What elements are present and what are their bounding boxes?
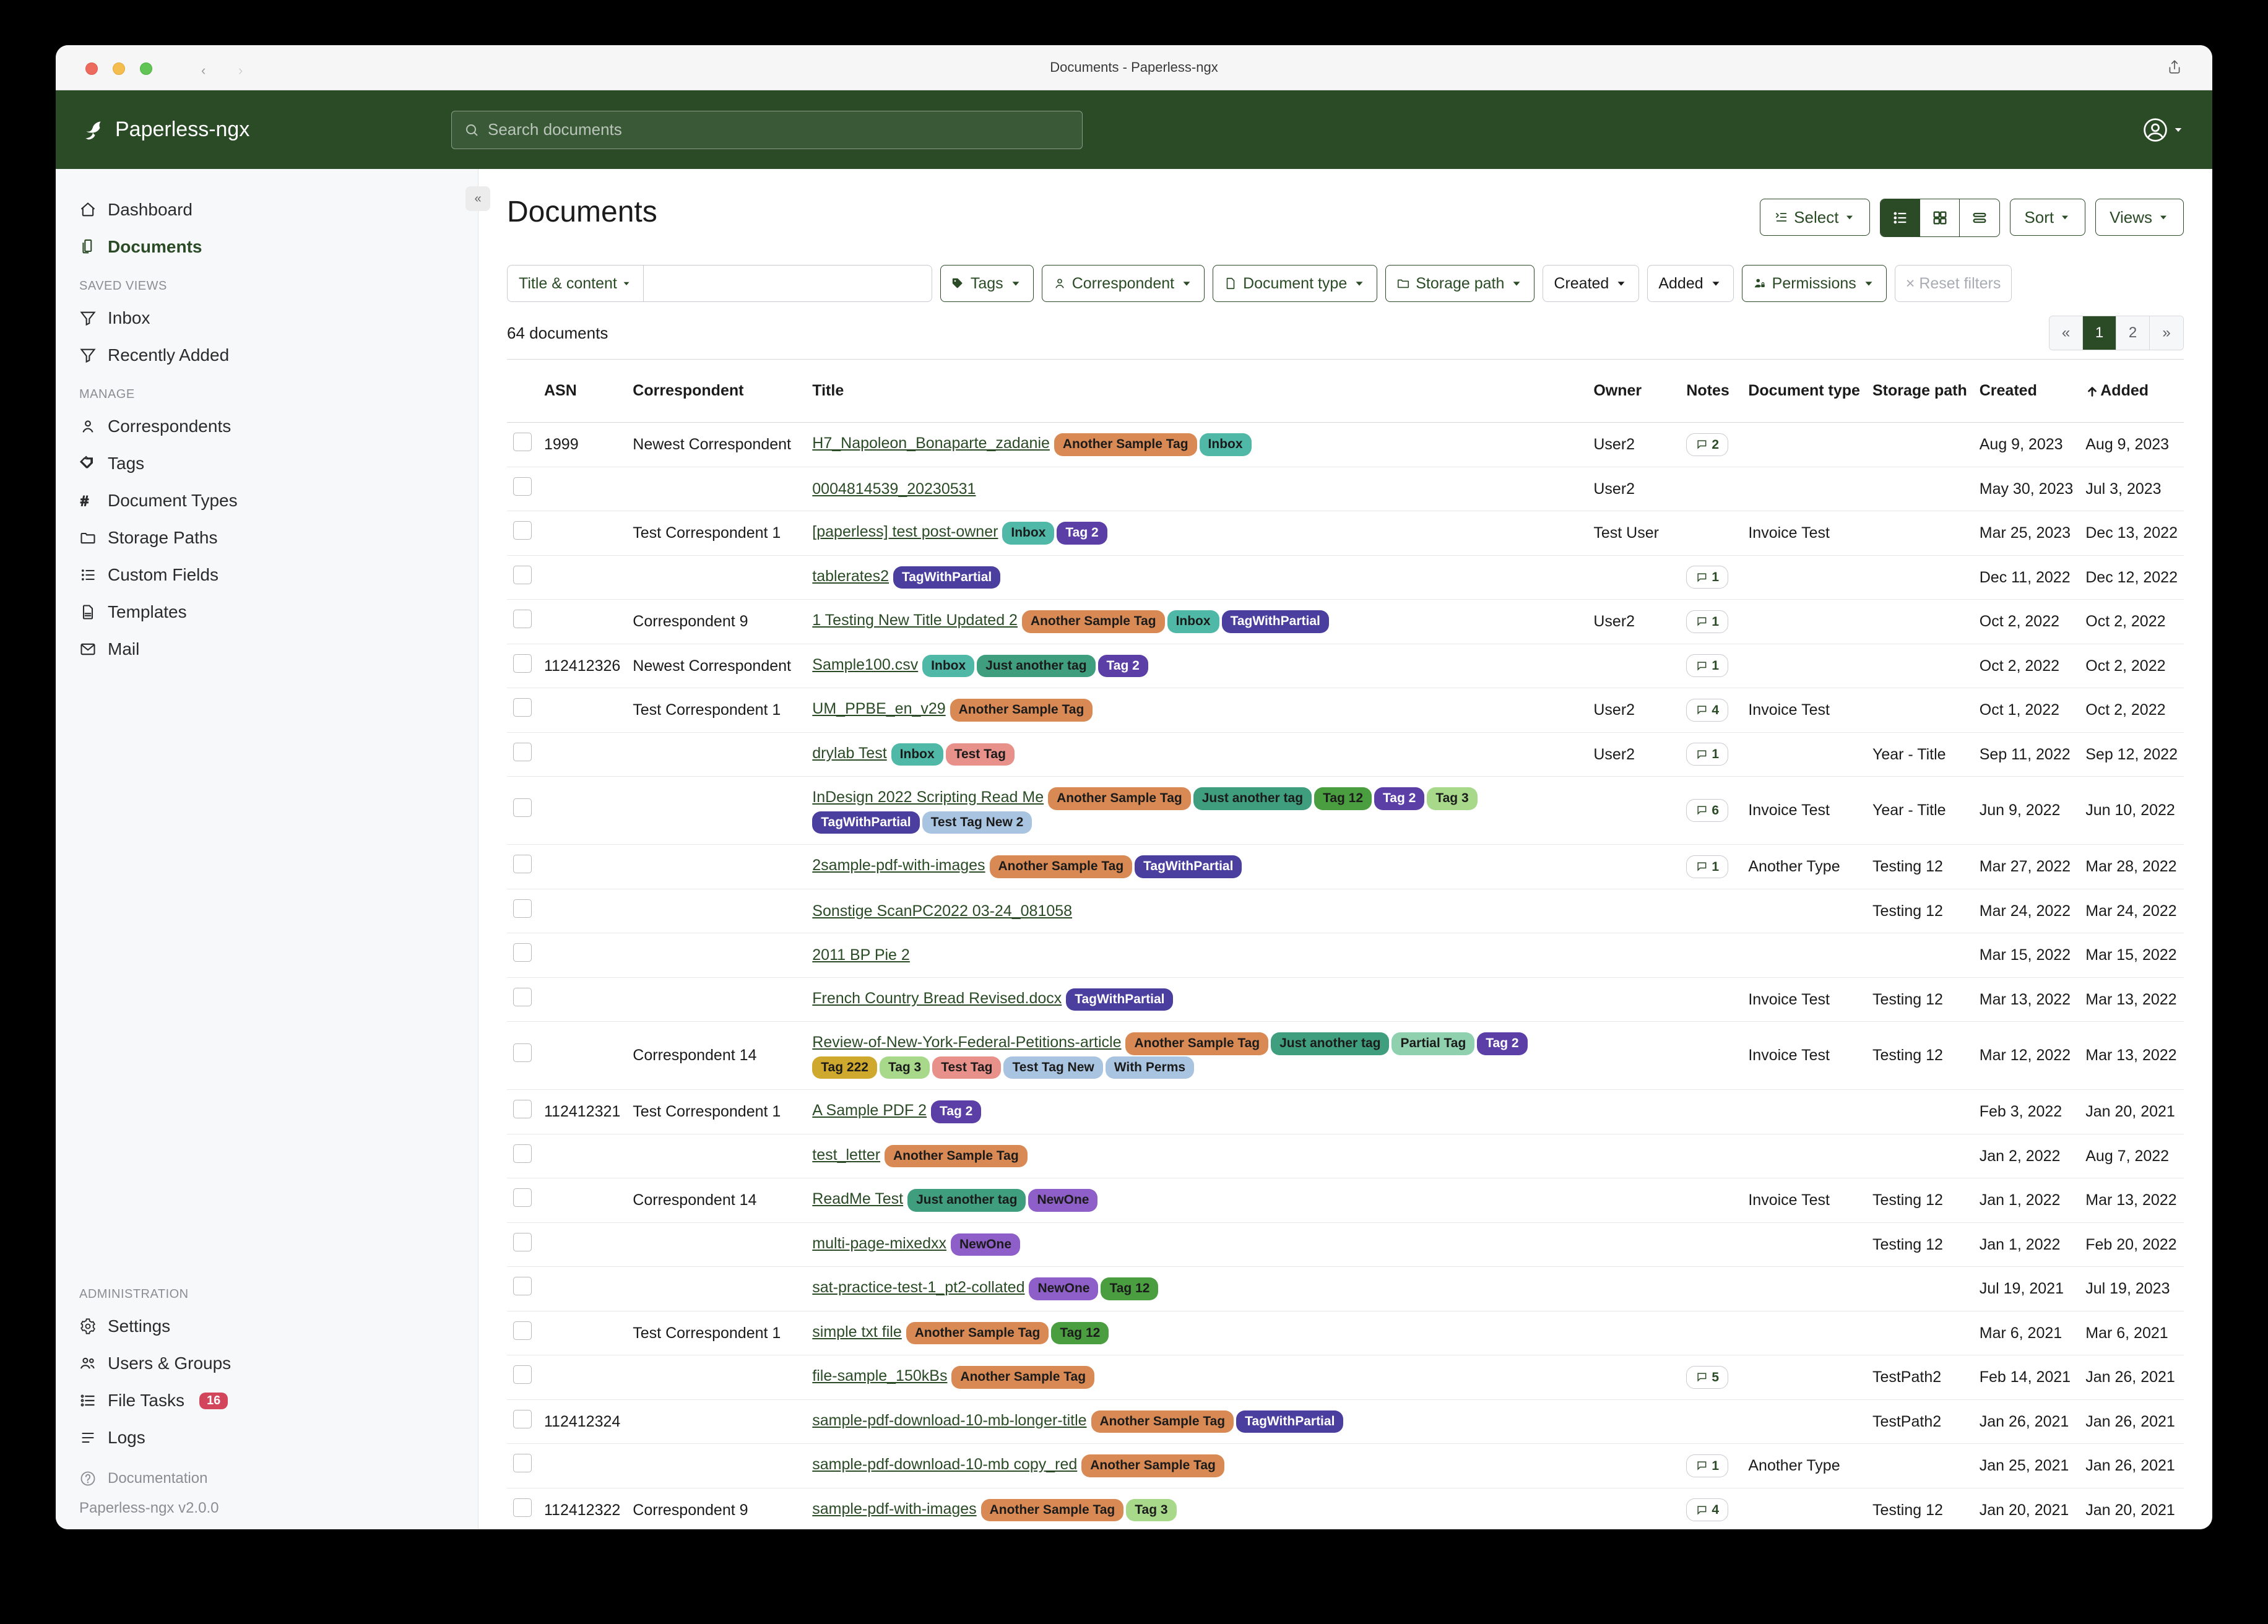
svg-text:#: # <box>80 493 89 509</box>
